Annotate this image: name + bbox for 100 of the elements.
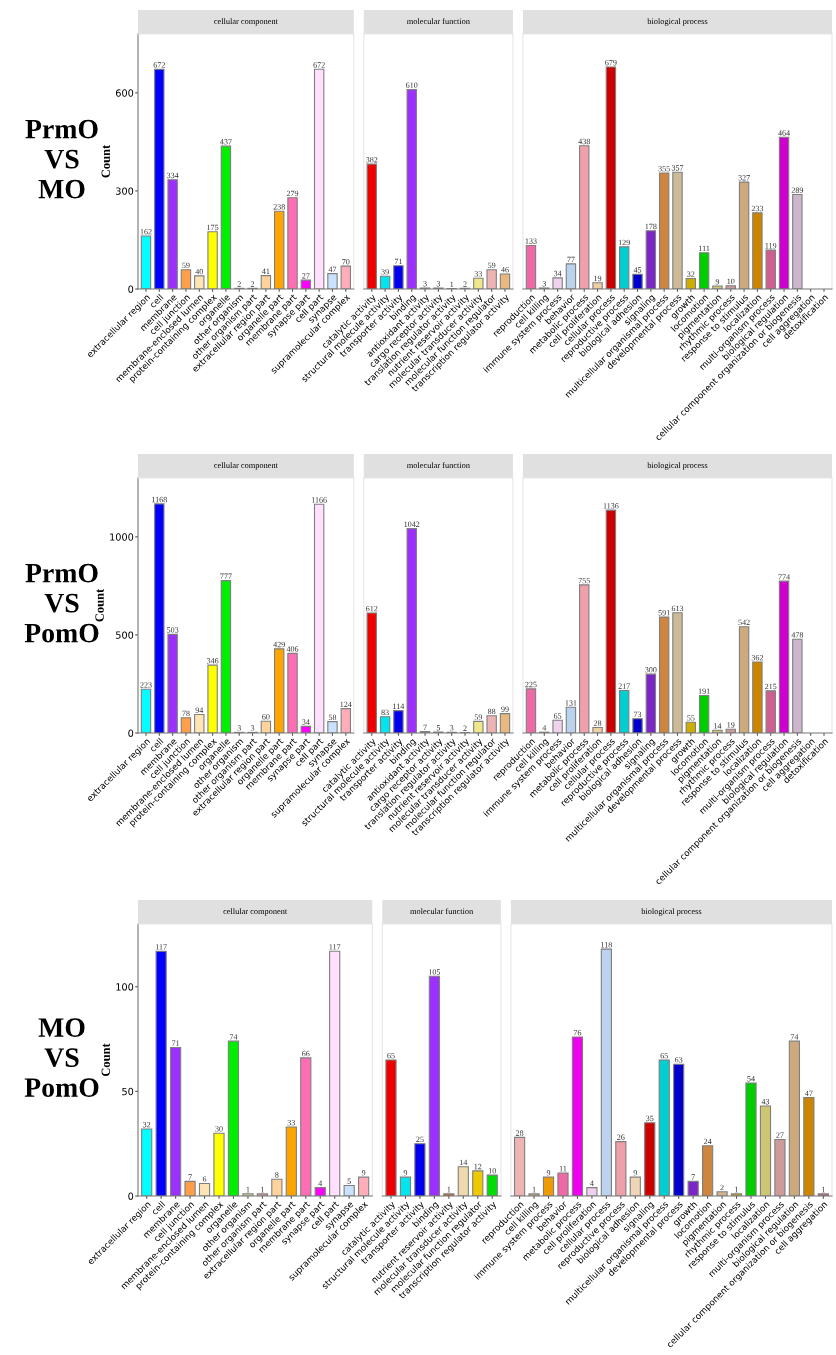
data-label: 73 (634, 711, 642, 718)
y-tick-label: 1000 (110, 533, 134, 541)
data-label: 334 (166, 172, 179, 179)
data-label: 755 (578, 577, 590, 584)
data-label: 542 (738, 619, 750, 626)
data-label: 34 (302, 719, 310, 725)
data-label: 40 (195, 268, 203, 275)
y-tick-label: 50 (122, 1087, 134, 1096)
data-label: 7 (423, 724, 427, 730)
data-label: 47 (804, 1090, 813, 1096)
data-label: 71 (394, 258, 402, 265)
data-label: 11 (559, 1165, 567, 1172)
data-label: 12 (474, 1163, 482, 1170)
data-label: 55 (687, 715, 695, 721)
data-label: 438 (578, 138, 590, 145)
data-label: 124 (340, 701, 352, 707)
data-label: 355 (658, 165, 670, 172)
data-label: 503 (167, 627, 179, 633)
data-label: 300 (645, 667, 657, 673)
data-label: 362 (751, 654, 763, 661)
chart-title: molecular function (410, 908, 474, 915)
y-tick-label: 0 (128, 285, 134, 293)
data-label: 131 (565, 700, 577, 706)
data-label: 117 (155, 944, 167, 950)
chart-title: biological process (647, 18, 708, 26)
data-label: 672 (153, 62, 165, 68)
data-label: 610 (406, 82, 418, 88)
data-label: 63 (675, 1057, 683, 1063)
data-label: 289 (791, 187, 804, 193)
data-label: 2 (720, 1184, 724, 1191)
data-label: 9 (633, 1170, 637, 1176)
data-label: 60 (262, 714, 270, 720)
data-label: 114 (393, 703, 405, 709)
data-label: 99 (501, 706, 509, 712)
y-tick-label: 300 (116, 187, 134, 195)
y-axis-title: Count (101, 144, 110, 178)
data-label: 1166 (311, 497, 327, 503)
data-label: 327 (738, 175, 750, 181)
data-label: 777 (220, 573, 232, 579)
data-label: 4 (590, 1180, 594, 1186)
data-label: 65 (553, 713, 562, 719)
text: PrmO VS MO (25, 119, 98, 199)
data-label: 429 (273, 641, 285, 648)
data-label: 5 (347, 1178, 351, 1184)
chart-title: biological process (647, 462, 708, 470)
data-label: 19 (594, 275, 602, 282)
data-label: 133 (525, 238, 537, 244)
data-label: 672 (313, 62, 325, 68)
data-label: 88 (487, 708, 496, 715)
data-label: 24 (703, 1138, 712, 1145)
data-label: 4 (542, 725, 547, 731)
data-label: 32 (687, 271, 695, 277)
data-label: 32 (143, 1122, 151, 1128)
data-label: 6 (202, 1176, 207, 1182)
data-label: 2 (463, 281, 467, 287)
y-axis-title: Count (101, 1043, 110, 1077)
data-label: 27 (776, 1132, 784, 1138)
data-label: 33 (474, 271, 483, 277)
data-label: 45 (633, 267, 642, 273)
data-label: 28 (515, 1130, 524, 1136)
data-label: 3 (542, 280, 546, 287)
data-label: 478 (791, 632, 804, 638)
data-label: 9 (546, 1170, 551, 1176)
data-label: 1 (450, 281, 454, 287)
data-label: 76 (573, 1029, 582, 1036)
data-label: 191 (698, 688, 710, 694)
data-label: 9 (403, 1170, 408, 1176)
data-label: 28 (593, 720, 602, 726)
data-label: 119 (765, 243, 777, 249)
data-label: 357 (671, 165, 684, 171)
data-label: 3 (237, 725, 241, 731)
data-label: 1 (447, 1186, 451, 1193)
data-label: 9 (715, 279, 720, 285)
data-label: 162 (140, 228, 152, 235)
chart-title: cellular component (214, 462, 278, 470)
data-label: 59 (474, 714, 483, 720)
data-label: 94 (195, 707, 204, 713)
data-label: 59 (182, 262, 190, 269)
chart-title: cellular component (223, 908, 288, 916)
data-label: 34 (553, 270, 562, 277)
data-label: 279 (286, 190, 299, 197)
data-label: 178 (645, 223, 657, 230)
data-label: 30 (215, 1126, 223, 1132)
data-label: 1168 (152, 496, 167, 503)
data-label: 464 (778, 130, 790, 136)
data-label: 591 (658, 610, 670, 616)
chart-title: molecular function (406, 462, 470, 469)
data-label: 217 (618, 683, 631, 689)
chart-title: cellular component (214, 18, 278, 26)
data-label: 66 (302, 1050, 310, 1057)
data-label: 41 (262, 268, 270, 274)
data-label: 8 (275, 1172, 279, 1178)
data-label: 2 (237, 281, 241, 287)
data-label: 613 (671, 605, 684, 612)
data-label: 14 (459, 1159, 468, 1165)
data-label: 10 (727, 278, 735, 285)
data-label: 4 (318, 1180, 323, 1186)
data-label: 14 (714, 723, 722, 729)
data-label: 71 (172, 1040, 180, 1046)
data-label: 233 (751, 205, 764, 212)
